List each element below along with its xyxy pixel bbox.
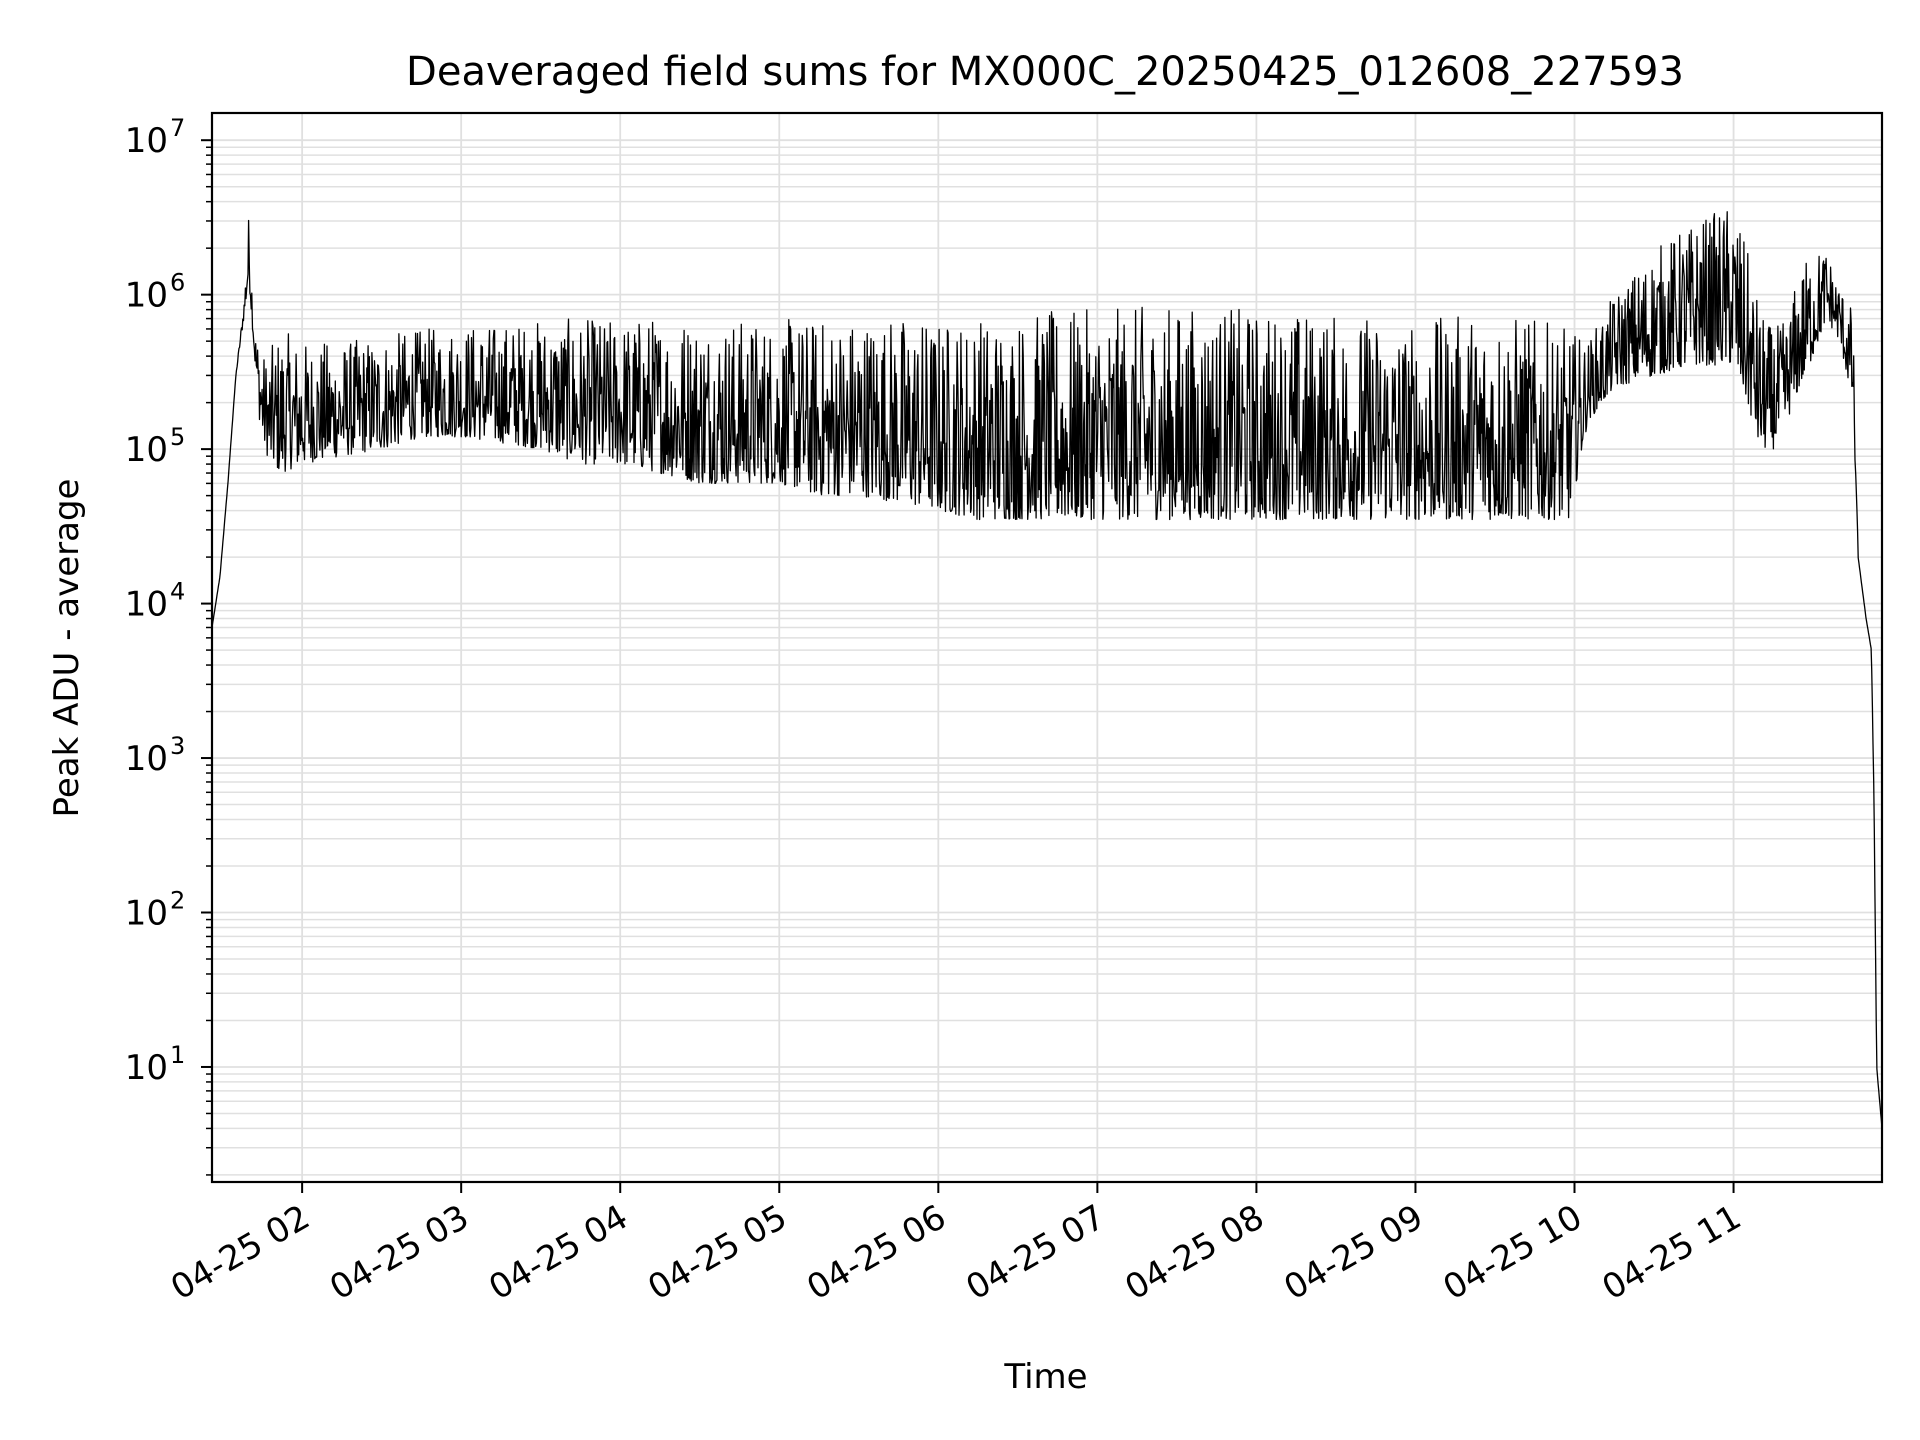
y-axis-label: Peak ADU - average [47, 479, 87, 818]
chart-title: Deaveraged field sums for MX000C_2025042… [406, 49, 1684, 95]
data-line [211, 211, 1883, 1129]
y-tick-exponent: 7 [170, 114, 185, 142]
y-tick-exponent: 1 [170, 1041, 185, 1069]
y-tick-label: 10 [125, 430, 168, 470]
y-tick-label: 10 [125, 739, 168, 779]
y-tick-label: 10 [125, 121, 168, 161]
y-tick-label: 10 [125, 894, 168, 934]
data-series [211, 211, 1883, 1129]
y-tick-exponent: 5 [170, 423, 185, 451]
y-tick-exponent: 2 [170, 887, 185, 915]
y-tick-exponent: 4 [170, 578, 185, 606]
plot-frame [210, 111, 1884, 1184]
y-tick-exponent: 6 [170, 269, 185, 297]
y-tick-label: 10 [125, 1048, 168, 1088]
grid [212, 113, 1882, 1182]
y-tick-label: 10 [125, 276, 168, 316]
x-axis-label: Time [1003, 1357, 1087, 1397]
y-tick-label: 10 [125, 585, 168, 625]
y-tick-exponent: 3 [170, 732, 185, 760]
